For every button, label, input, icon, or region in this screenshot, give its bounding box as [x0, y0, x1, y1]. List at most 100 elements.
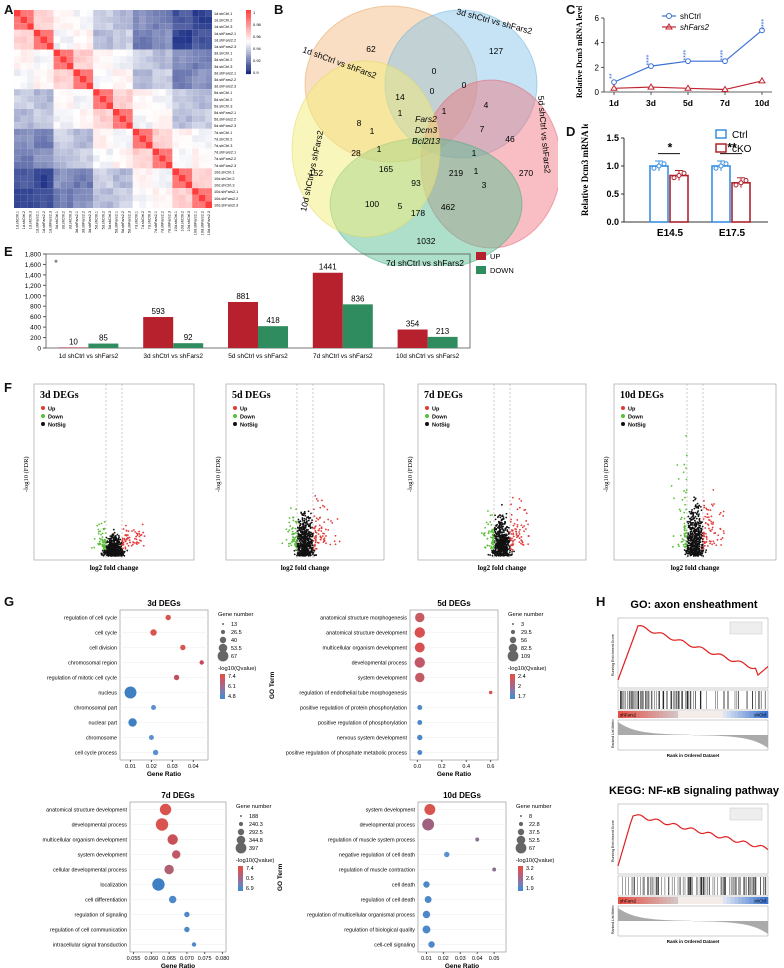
heatmap-cell	[53, 49, 61, 57]
heatmap-cell	[192, 82, 199, 90]
scale-segment	[246, 35, 251, 38]
heatmap-cell	[93, 168, 100, 175]
go-term-label: regulation of biological quality	[344, 928, 415, 934]
heatmap-cell	[126, 122, 133, 129]
heatmap-cell	[86, 142, 94, 149]
heatmap-cell	[132, 175, 140, 182]
heatmap-cell	[106, 49, 113, 57]
heatmap-cell	[60, 36, 67, 43]
heatmap-cell	[119, 148, 127, 156]
legend-title: Gene number	[218, 612, 254, 618]
heatmap-cell	[159, 128, 166, 136]
heatmap-cell	[93, 95, 100, 103]
legend-size-label: 240.3	[249, 822, 263, 828]
heatmap-cell	[106, 56, 113, 63]
legend-color-label: 0.5	[246, 876, 254, 882]
heatmap-cell	[172, 142, 179, 149]
heatmap-row-label: 1d.shFars2.2	[214, 38, 236, 42]
heatmap-cell	[205, 168, 212, 175]
heatmap-cell	[185, 122, 193, 129]
heatmap-cell	[66, 142, 74, 149]
heatmap-cell	[192, 161, 199, 169]
gsea-xlabel: Rank in Ordered Dataset	[667, 753, 720, 758]
heatmap-cell	[93, 161, 100, 169]
heatmap-cell	[192, 29, 199, 37]
x-tick-label: 5d	[683, 98, 693, 108]
heatmap-cell	[80, 16, 87, 24]
heatmap-col-label: 1d.shCtrl.1	[16, 211, 20, 229]
heatmap-cell	[132, 128, 140, 136]
heatmap-cell	[53, 161, 61, 169]
heatmap-cell	[185, 181, 193, 189]
heatmap-cell	[40, 10, 47, 17]
heatmap-cell	[53, 148, 61, 156]
scale-segment	[246, 67, 251, 70]
go-dot	[168, 895, 177, 904]
heatmap-cell	[93, 122, 100, 129]
heatmap-cell	[132, 23, 140, 30]
heatmap-col-label: 10d.shCtrl.3	[187, 211, 191, 231]
bar	[228, 301, 258, 348]
heatmap-cell	[152, 181, 160, 189]
heatmap-cell	[119, 56, 127, 63]
legend-size-label: 3	[521, 622, 524, 628]
heatmap-cell	[126, 82, 133, 90]
heatmap-cell	[179, 29, 186, 37]
heatmap-cell	[40, 175, 47, 182]
go-dot	[164, 864, 174, 875]
heatmap-cell	[47, 10, 54, 17]
heatmap-cell	[119, 43, 127, 50]
heatmap-cell	[132, 181, 140, 189]
heatmap-cell	[47, 23, 54, 30]
heatmap-cell	[205, 62, 212, 70]
heatmap-row-label: 5d.shFars2.2	[214, 118, 236, 122]
heatmap-cell	[119, 36, 127, 43]
heatmap-cell	[119, 89, 127, 96]
heatmap-cell	[139, 62, 146, 70]
heatmap-cell	[159, 43, 166, 50]
legend-title: -log10(Qvalue)	[218, 666, 256, 672]
heatmap-cell	[47, 148, 54, 156]
volcano-legend: Up	[48, 407, 56, 413]
heatmap-cell	[172, 155, 179, 162]
heatmap-cell	[126, 102, 133, 109]
heatmap-cell	[165, 194, 173, 202]
ranked-metric-area	[618, 908, 768, 934]
data-point	[759, 27, 765, 34]
heatmap-cell	[152, 122, 160, 129]
heatmap-cell	[172, 115, 179, 123]
volcano-legend: Up	[240, 407, 248, 413]
heatmap-cell	[14, 29, 21, 37]
heatmap-cell	[165, 89, 173, 96]
heatmap-cell	[198, 109, 206, 116]
go-dot	[173, 674, 180, 681]
heatmap-cell	[172, 56, 179, 63]
heatmap-cell	[152, 95, 160, 103]
venn-set-10d	[291, 60, 441, 238]
heatmap-cell	[146, 122, 153, 129]
heatmap-cell	[80, 161, 87, 169]
heatmap-cell	[126, 76, 133, 83]
heatmap-cell	[106, 122, 113, 129]
heatmap-cell	[179, 10, 186, 17]
heatmap-cell	[152, 175, 160, 182]
heatmap-cell	[159, 23, 166, 30]
heatmap-cell	[66, 148, 74, 156]
heatmap-cell	[165, 175, 173, 182]
enrichment-curve	[617, 814, 769, 867]
volcano-legend: Down	[628, 415, 644, 421]
heatmap-cell	[119, 10, 127, 17]
heatmap-cell	[73, 23, 80, 30]
data-point	[718, 163, 724, 169]
heatmap-cell	[185, 115, 193, 123]
heatmap-cell	[172, 95, 179, 103]
heatmap-cell	[198, 102, 206, 109]
heatmap-cell	[165, 181, 173, 189]
venn-core-gene: Bcl2l13	[412, 136, 440, 146]
heatmap-row-label: 5d.shCtrl.3	[214, 104, 232, 108]
scale-segment	[246, 53, 251, 55]
heatmap-cell	[99, 10, 107, 17]
heatmap-cell	[99, 135, 107, 142]
heatmap-cell	[20, 69, 28, 76]
go-dot	[424, 896, 432, 903]
